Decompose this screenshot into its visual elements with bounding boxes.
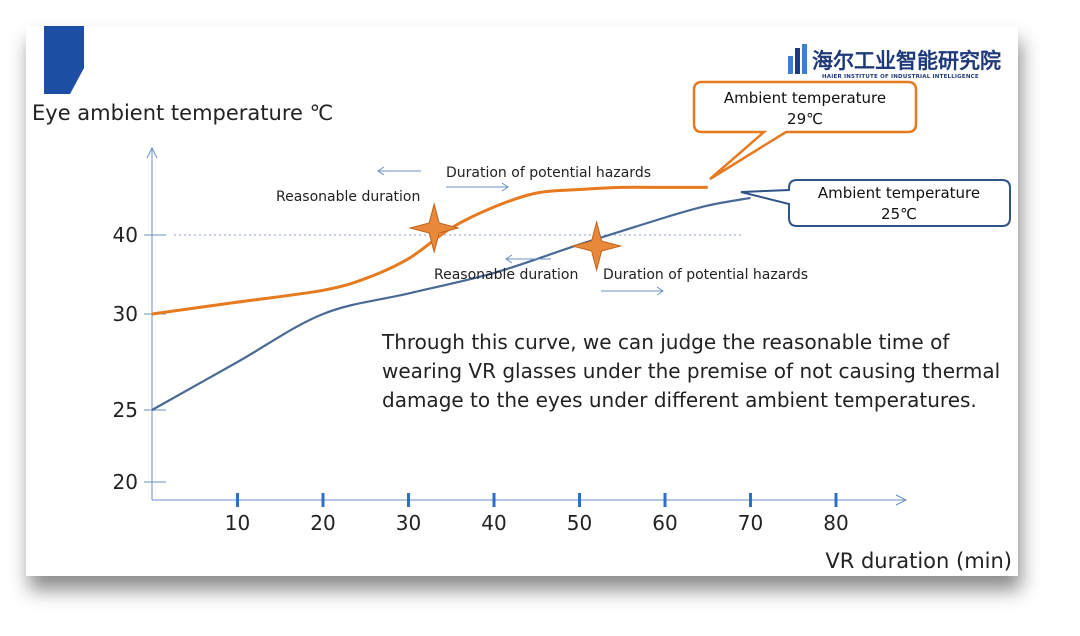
series-line-0 [151, 185, 708, 316]
callout-25-line1: Ambient temperature [818, 184, 980, 202]
annotation-upper-right: Duration of potential hazards [446, 165, 651, 181]
y-tick-label-20: 20 [113, 470, 138, 494]
x-ticks: 10 20 30 40 50 60 70 80 [225, 493, 849, 535]
x-axis-title: VR duration (min) [825, 549, 1012, 573]
callout-25: Ambient temperature 25℃ [740, 179, 1011, 227]
slide-accent-tab [44, 26, 84, 94]
axes [146, 146, 908, 506]
chart: 海尔工业智能研究院 HAIER INSTITUTE OF INDUSTRIAL … [32, 26, 1012, 573]
callout-29-line1: Ambient temperature [724, 89, 886, 107]
y-axis-arrow [146, 146, 158, 159]
y-tick-label-25: 25 [113, 398, 138, 422]
annotation-arrows [377, 166, 664, 296]
x-tick-label-10: 10 [225, 511, 250, 535]
y-ticks: 20 25 30 40 [113, 223, 166, 494]
x-tick-label-70: 70 [738, 511, 763, 535]
callout-29-line2: 29℃ [787, 110, 823, 128]
marker-layer [408, 202, 623, 273]
annotation-lower-left: Reasonable duration [434, 267, 578, 283]
series-line-1 [151, 196, 751, 411]
description-text: Through this curve, we can judge the rea… [382, 330, 1001, 412]
x-tick-label-20: 20 [310, 511, 335, 535]
y-tick-label-40: 40 [113, 223, 138, 247]
series-layer [151, 185, 751, 411]
x-axis-arrow [895, 494, 908, 506]
x-tick-label-60: 60 [652, 511, 677, 535]
y-axis-title: Eye ambient temperature ℃ [32, 101, 333, 125]
callout-25-line2: 25℃ [881, 205, 917, 223]
logo-name-en: HAIER INSTITUTE OF INDUSTRIAL INTELLIGEN… [822, 74, 979, 80]
annotation-lower-right: Duration of potential hazards [603, 267, 808, 283]
slide: 海尔工业智能研究院 HAIER INSTITUTE OF INDUSTRIAL … [26, 26, 1018, 576]
star-marker-1 [570, 220, 623, 273]
x-tick-label-40: 40 [481, 511, 506, 535]
callout-29: Ambient temperature 29℃ [692, 80, 918, 181]
logo-name-cn: 海尔工业智能研究院 [812, 49, 1001, 73]
x-tick-label-30: 30 [396, 511, 421, 535]
x-tick-label-50: 50 [567, 511, 592, 535]
x-tick-label-80: 80 [823, 511, 848, 535]
y-tick-label-30: 30 [113, 302, 138, 326]
logo: 海尔工业智能研究院 HAIER INSTITUTE OF INDUSTRIAL … [788, 44, 1001, 80]
annotation-upper-left: Reasonable duration [276, 189, 420, 205]
star-marker-0 [408, 202, 461, 254]
